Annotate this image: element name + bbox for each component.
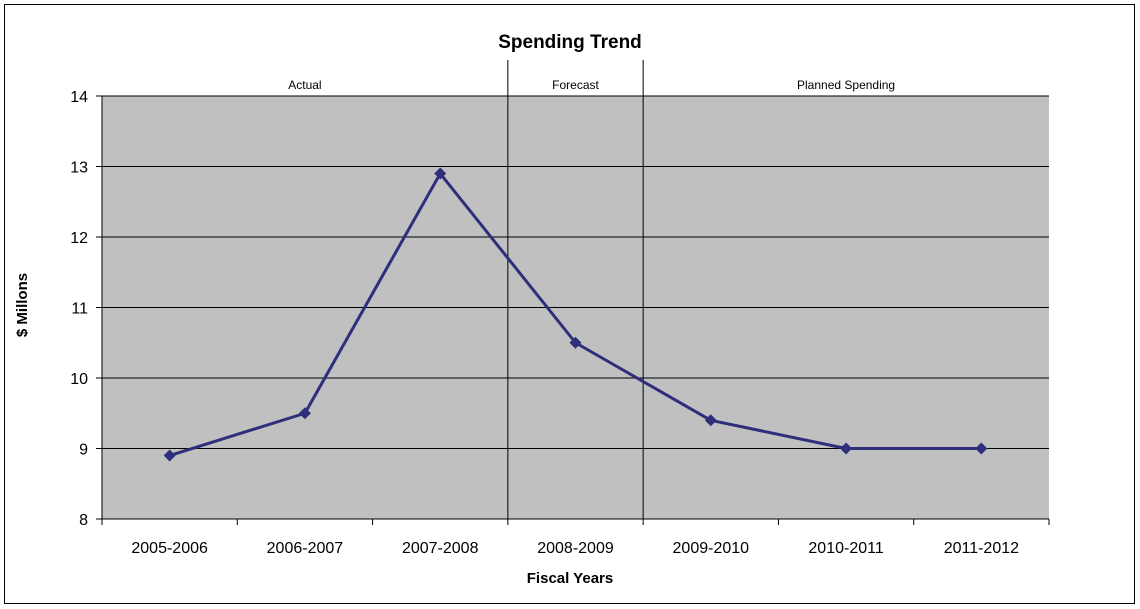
data-point-marker (569, 336, 582, 349)
y-tick-labels: 8 9 10 11 12 13 14 (70, 89, 88, 529)
x-tick-label: 2005-2006 (131, 540, 208, 557)
x-tick-label: 2011-2012 (944, 540, 1019, 557)
region-label: Forecast (552, 78, 599, 92)
data-point-marker (975, 442, 988, 455)
y-tick-label: 10 (70, 371, 88, 388)
region-dividers (507, 60, 644, 519)
chart-title: Spending Trend (498, 32, 642, 53)
data-point-marker (298, 407, 311, 420)
data-point-marker (704, 414, 717, 427)
region-labels: Actual Forecast Planned Spending (288, 78, 895, 92)
x-tick-label: 2007-2008 (402, 540, 479, 557)
y-tick-label: 13 (70, 160, 88, 177)
region-label: Planned Spending (797, 78, 895, 92)
data-point-marker (163, 449, 176, 462)
axes (96, 95, 1050, 525)
x-tick-label: 2009-2010 (673, 540, 750, 557)
y-axis-title: $ Millons (14, 273, 31, 337)
x-axis-title: Fiscal Years (527, 570, 613, 587)
data-point-marker (840, 442, 853, 455)
grid-lines (102, 95, 1049, 449)
x-tick-label: 2008-2009 (537, 540, 614, 557)
series-markers (163, 167, 988, 462)
region-label: Actual (288, 78, 321, 92)
y-tick-label: 14 (70, 89, 88, 106)
y-tick-label: 8 (79, 512, 88, 529)
y-tick-label: 12 (70, 230, 88, 247)
y-tick-label: 9 (79, 442, 88, 459)
y-tick-label: 11 (71, 301, 88, 318)
x-tick-labels: 2005-2006 2006-2007 2007-2008 2008-2009 2009… (131, 540, 1019, 557)
x-tick-label: 2006-2007 (267, 540, 344, 557)
data-point-marker (434, 167, 447, 180)
x-tick-label: 2010-2011 (808, 540, 883, 557)
